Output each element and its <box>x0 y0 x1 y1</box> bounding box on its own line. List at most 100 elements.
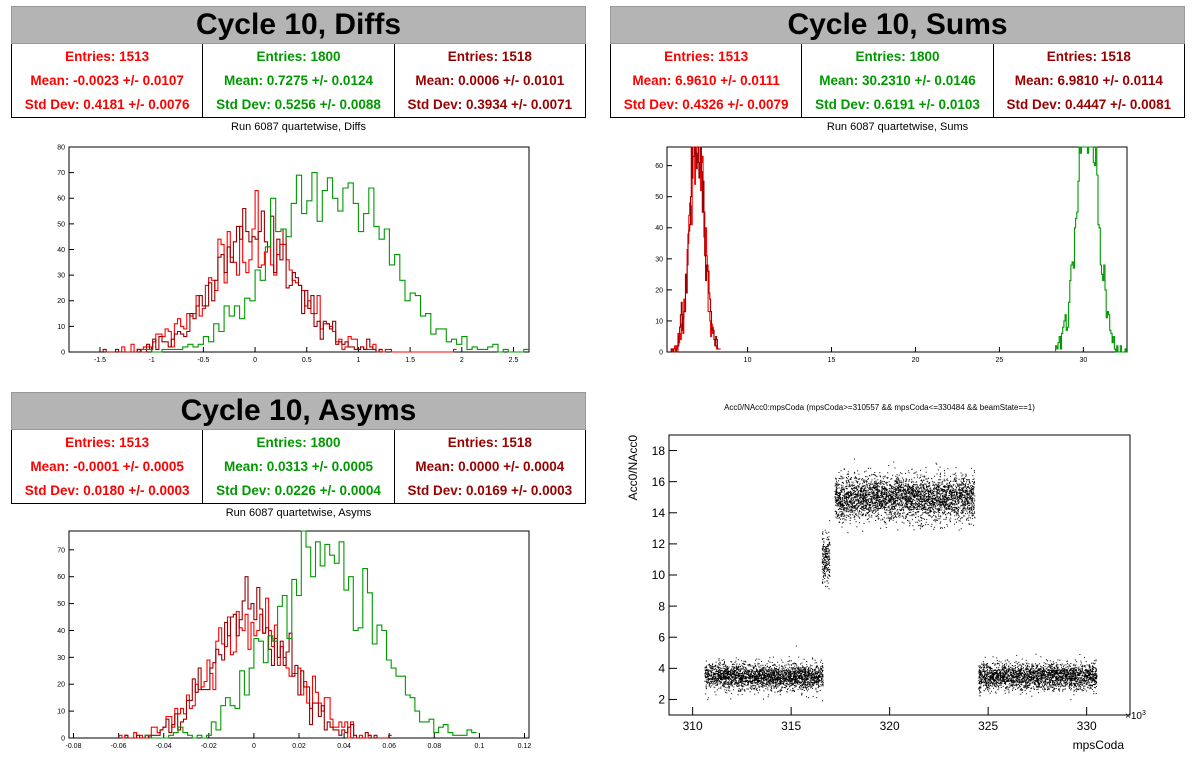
sums-stats-green: Entries: 1800 Mean: 30.2310 +/- 0.0146 S… <box>802 44 994 117</box>
asyms-stats-red: Entries: 1513 Mean: -0.0001 +/- 0.0005 S… <box>12 430 204 503</box>
y-tick-label: 60 <box>57 574 65 581</box>
diffs-histogram: -1.5 -1 -0.5 0 0.5 1 1.5 2 2.5 0 10 20 30 40 50 60 70 80 <box>57 144 530 364</box>
x-tick-label: -0.08 <box>66 743 82 750</box>
y-tick-label: 80 <box>57 144 65 151</box>
stat-std: Std Dev: 0.3934 +/- 0.0071 <box>407 97 573 112</box>
x-tick-label: 0.12 <box>518 743 532 750</box>
asyms-stats-green: Entries: 1800 Mean: 0.0313 +/- 0.0005 St… <box>203 430 395 503</box>
x-tick-label: 10 <box>744 357 752 364</box>
x-multiplier: ×103 <box>1125 710 1146 722</box>
sums-histogram: 10 15 20 25 30 0 10 20 30 40 50 60 <box>655 146 1128 364</box>
sums-stats-box: Entries: 1513 Mean: 6.9610 +/- 0.0111 St… <box>610 44 1185 118</box>
y-tick-label: 18 <box>652 444 666 458</box>
x-tick-label: 0.1 <box>475 743 485 750</box>
sums-subtitle: Run 6087 quartetwise, Sums <box>826 121 969 133</box>
diffs-stats-green: Entries: 1800 Mean: 0.7275 +/- 0.0124 St… <box>203 44 395 117</box>
x-tick-label: 2.5 <box>509 357 519 364</box>
stat-mean: Mean: 0.0006 +/- 0.0101 <box>415 73 565 88</box>
histogram-series-0 <box>672 146 721 353</box>
diffs-banner: Cycle 10, Diffs <box>11 6 586 44</box>
stat-entries: Entries: 1518 <box>447 435 532 450</box>
y-tick-label: 10 <box>57 324 65 331</box>
y-tick-label: 70 <box>57 170 65 177</box>
histogram-series-0 <box>121 190 457 353</box>
stat-mean: Mean: 0.7275 +/- 0.0124 <box>224 73 373 88</box>
x-tick-label: 0.06 <box>382 743 396 750</box>
y-tick-label: 12 <box>652 537 666 551</box>
y-tick-label: 30 <box>57 273 65 280</box>
y-tick-label: 30 <box>57 655 65 662</box>
stat-mean: Mean: 6.9610 +/- 0.0111 <box>632 73 780 88</box>
y-tick-label: 50 <box>57 221 65 228</box>
stat-mean: Mean: 0.0000 +/- 0.0004 <box>415 459 565 474</box>
scatter-cluster-2 <box>834 458 976 534</box>
asyms-histogram: -0.08 -0.06 -0.04 -0.02 0 0.02 0.04 0.06 0.08 0.1… <box>57 530 532 750</box>
y-tick-label: 0 <box>659 349 663 356</box>
stat-mean: Mean: -0.0001 +/- 0.0005 <box>30 459 184 474</box>
y-axis-label: Acc0/NAcc0 <box>626 435 640 501</box>
x-tick-label: -0.04 <box>156 743 172 750</box>
diffs-stats-box: Entries: 1513 Mean: -0.0023 +/- 0.0107 S… <box>11 44 586 118</box>
asyms-stats-darkred: Entries: 1518 Mean: 0.0000 +/- 0.0004 St… <box>395 430 585 503</box>
stat-entries: Entries: 1518 <box>447 49 532 64</box>
stat-mean: Mean: 0.0313 +/- 0.0005 <box>224 459 373 474</box>
x-tick-label: 20 <box>912 357 920 364</box>
y-tick-label: 70 <box>57 547 65 554</box>
histogram-series-0 <box>118 597 372 739</box>
y-tick-label: 8 <box>658 599 665 613</box>
x-tick-label: 0.5 <box>302 357 312 364</box>
diffs-subtitle: Run 6087 quartetwise, Diffs <box>231 121 366 133</box>
sums-stats-darkred: Entries: 1518 Mean: 6.9810 +/- 0.0114 St… <box>994 44 1184 117</box>
scatter-cluster-1 <box>821 520 831 590</box>
y-tick-label: 50 <box>57 601 65 608</box>
x-tick-label: 15 <box>828 357 836 364</box>
x-axis-label: mpsCoda <box>1073 738 1125 752</box>
y-tick-label: 10 <box>652 568 666 582</box>
x-tick-label: 0.02 <box>292 743 306 750</box>
x-tick-label: 1.5 <box>405 357 415 364</box>
y-tick-label: 14 <box>652 506 666 520</box>
histogram-series-1 <box>102 207 383 353</box>
stat-std: Std Dev: 0.0180 +/- 0.0003 <box>24 483 190 498</box>
asyms-subtitle: Run 6087 quartetwise, Asyms <box>225 507 372 519</box>
stat-mean: Mean: -0.0023 +/- 0.0107 <box>30 73 184 88</box>
plot-frame <box>666 146 1128 353</box>
x-tick-label: -0.02 <box>201 743 217 750</box>
x-tick-label: 25 <box>996 357 1004 364</box>
stat-mean: Mean: 6.9810 +/- 0.0114 <box>1014 73 1163 88</box>
y-tick-label: 10 <box>655 318 663 325</box>
stat-entries: Entries: 1518 <box>1046 49 1131 64</box>
sums-banner: Cycle 10, Sums <box>610 6 1185 44</box>
y-tick-label: 50 <box>655 194 663 201</box>
scatter-plot: Acc0/NAcc0:mpsCoda (mpsCoda>=310557 && m… <box>626 403 1146 752</box>
plot-frame <box>68 530 530 739</box>
scatter-cluster-3 <box>978 653 1098 701</box>
x-tick-label: -1 <box>149 357 155 364</box>
asyms-banner: Cycle 10, Asyms <box>11 392 586 430</box>
y-tick-label: 20 <box>57 298 65 305</box>
x-tick-label: 325 <box>978 719 998 733</box>
x-tick-label: 1 <box>356 357 360 364</box>
x-tick-label: 0.04 <box>337 743 351 750</box>
stat-mean: Mean: 30.2310 +/- 0.0146 <box>819 73 976 88</box>
y-tick-label: 30 <box>655 256 663 263</box>
y-tick-label: 0 <box>61 735 65 742</box>
stat-std: Std Dev: 0.4447 +/- 0.0081 <box>1006 97 1172 112</box>
x-tick-label: 30 <box>1079 357 1087 364</box>
stat-std: Std Dev: 0.5256 +/- 0.0088 <box>216 97 381 112</box>
histogram-series-1 <box>124 576 392 739</box>
x-tick-label: -0.5 <box>197 357 209 364</box>
stat-entries: Entries: 1513 <box>664 49 749 64</box>
y-tick-label: 40 <box>655 225 663 232</box>
asyms-stats-box: Entries: 1513 Mean: -0.0001 +/- 0.0005 S… <box>11 430 586 504</box>
x-tick-label: 0.08 <box>427 743 441 750</box>
x-tick-label: 315 <box>781 719 801 733</box>
histogram-series-2 <box>144 530 477 739</box>
histogram-series-1 <box>670 146 719 353</box>
x-tick-label: 0 <box>253 357 257 364</box>
plot-frame <box>68 146 530 353</box>
sums-stats-red: Entries: 1513 Mean: 6.9610 +/- 0.0111 St… <box>611 44 803 117</box>
y-tick-label: 10 <box>57 709 65 716</box>
stat-entries: Entries: 1800 <box>256 435 341 450</box>
x-tick-label: 0 <box>252 743 256 750</box>
